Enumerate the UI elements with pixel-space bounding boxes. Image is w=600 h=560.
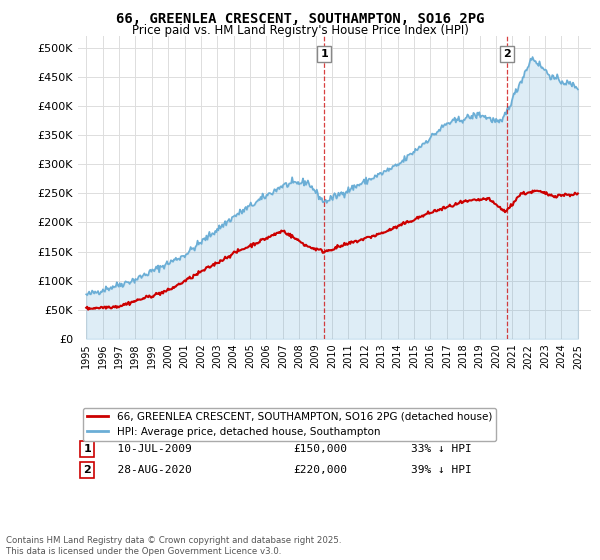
Text: £150,000: £150,000: [293, 444, 347, 454]
Text: 10-JUL-2009: 10-JUL-2009: [104, 444, 191, 454]
Text: Contains HM Land Registry data © Crown copyright and database right 2025.
This d: Contains HM Land Registry data © Crown c…: [6, 536, 341, 556]
Text: Price paid vs. HM Land Registry's House Price Index (HPI): Price paid vs. HM Land Registry's House …: [131, 24, 469, 36]
Text: 1: 1: [83, 444, 91, 454]
Text: 1: 1: [320, 49, 328, 59]
Text: £220,000: £220,000: [293, 465, 347, 475]
Legend: 66, GREENLEA CRESCENT, SOUTHAMPTON, SO16 2PG (detached house), HPI: Average pric: 66, GREENLEA CRESCENT, SOUTHAMPTON, SO16…: [83, 408, 496, 441]
Text: 66, GREENLEA CRESCENT, SOUTHAMPTON, SO16 2PG: 66, GREENLEA CRESCENT, SOUTHAMPTON, SO16…: [116, 12, 484, 26]
Text: 2: 2: [503, 49, 511, 59]
Text: 28-AUG-2020: 28-AUG-2020: [104, 465, 191, 475]
Text: 2: 2: [83, 465, 91, 475]
Text: 39% ↓ HPI: 39% ↓ HPI: [412, 465, 472, 475]
Text: 33% ↓ HPI: 33% ↓ HPI: [412, 444, 472, 454]
